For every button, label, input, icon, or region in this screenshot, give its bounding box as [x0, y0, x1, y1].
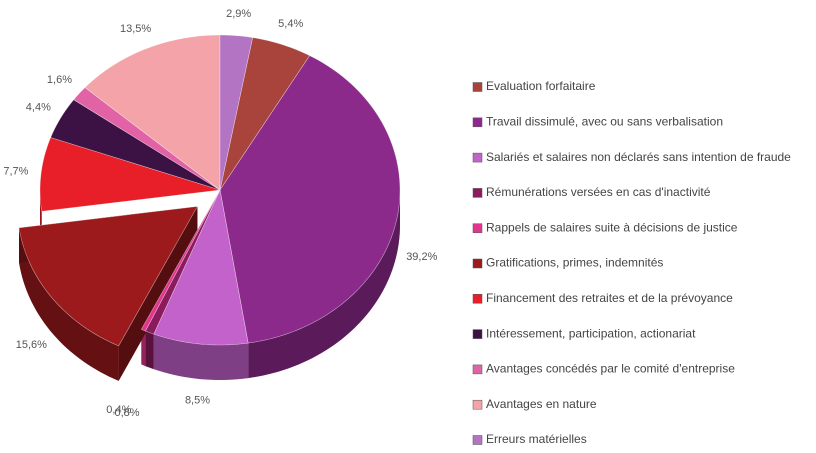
data-label: 5,4% — [278, 18, 303, 30]
legend-label: Rappels de salaires suite à décisions de… — [486, 220, 738, 234]
slice — [219, 55, 401, 344]
data-label: 39,2% — [406, 251, 437, 263]
legend-swatch — [472, 117, 483, 128]
slice-side — [145, 331, 154, 370]
legend-swatch — [472, 399, 483, 410]
data-label: 8,5% — [185, 395, 210, 407]
slice — [153, 189, 249, 346]
slice-side — [248, 190, 400, 379]
legend-swatch — [472, 188, 483, 198]
data-label: 7,7% — [3, 166, 28, 178]
legend-label: Gratifications, primes, indemnités — [486, 256, 663, 270]
slice — [39, 137, 221, 212]
legend-label: Avantages concédés par le comité d'entre… — [486, 362, 735, 376]
legend-swatch — [472, 223, 483, 233]
slice — [18, 206, 198, 347]
data-label: 2,9% — [226, 8, 251, 20]
data-label: 0,8% — [114, 407, 139, 419]
slice-side-shade — [19, 227, 119, 381]
data-label: 15,6% — [16, 339, 47, 351]
data-label: 1,6% — [47, 74, 72, 86]
data-label: 4,4% — [26, 102, 51, 114]
legend-label: Rémunérations versées en cas d'inactivit… — [486, 185, 711, 199]
legend-swatch — [472, 82, 483, 92]
data-label: 13,5% — [120, 23, 151, 35]
legend-label: Avantages en nature — [486, 397, 597, 411]
slice-side — [153, 334, 249, 380]
legend-swatch — [472, 329, 483, 339]
legend-label: Erreurs matérielles — [486, 432, 587, 446]
slice-side-shade — [248, 190, 400, 379]
legend-label: Travail dissimulé, avec ou sans verbalis… — [486, 114, 723, 128]
legend-label: Intéressement, participation, actionaria… — [486, 326, 696, 340]
legend-swatch — [472, 435, 483, 445]
legend-swatch — [472, 152, 483, 163]
slice-cut — [118, 206, 198, 381]
legend-label: Financement des retraites et de la prévo… — [486, 291, 733, 305]
slice-side-shade — [153, 334, 249, 380]
slice — [50, 99, 221, 191]
slice — [219, 34, 253, 191]
slice — [140, 189, 221, 332]
legend-swatch — [472, 364, 483, 375]
slice — [84, 34, 221, 191]
data-label: 0,4% — [106, 404, 131, 416]
legend-label: Salariés et salaires non déclarés sans i… — [486, 150, 791, 164]
slice-side — [19, 227, 119, 381]
slice — [219, 37, 311, 191]
slice-side-shade — [145, 331, 154, 370]
legend-label: Evaluation forfaitaire — [486, 79, 596, 93]
legend-swatch — [472, 294, 483, 304]
slice-cut-shade — [118, 206, 198, 381]
legend-swatch — [472, 258, 483, 269]
